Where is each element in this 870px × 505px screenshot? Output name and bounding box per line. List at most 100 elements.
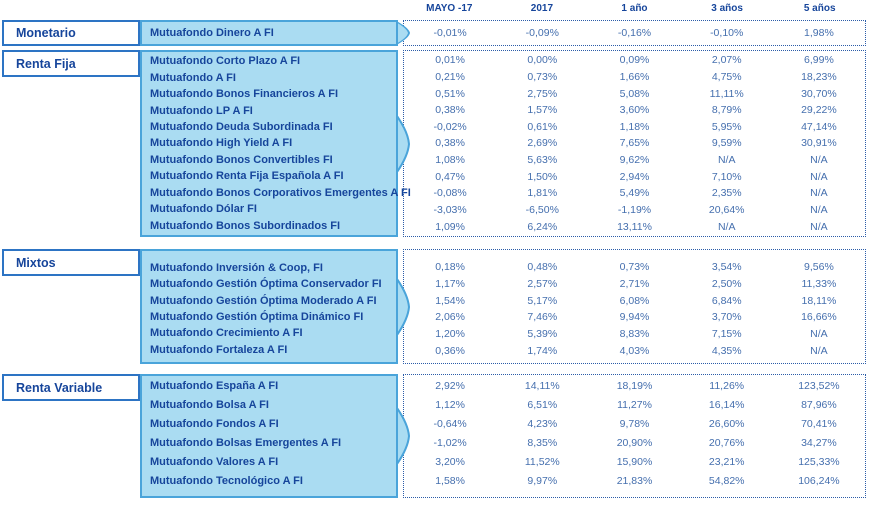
- fund-row: Mutuafondo LP A FI: [142, 105, 396, 117]
- fund-row: Mutuafondo Deuda Subordinada FI: [142, 121, 396, 133]
- value-cell: -3,03%: [433, 203, 467, 216]
- value-row: -0,64% 4,23% 9,78% 26,60% 70,41%: [404, 418, 865, 430]
- value-cell: 9,97%: [527, 475, 558, 488]
- value-cell: 21,83%: [616, 475, 653, 488]
- fund-row: Mutuafondo Bonos Convertibles FI: [142, 154, 396, 166]
- value-cell: 1,17%: [435, 277, 465, 290]
- value-cell: 0,36%: [435, 344, 465, 357]
- value-cell: 2,71%: [619, 277, 650, 290]
- value-row: 2,06% 7,46% 9,94% 3,70% 16,66%: [404, 311, 865, 323]
- value-row: 0,18% 0,48% 0,73% 3,54% 9,56%: [404, 261, 865, 273]
- value-cell: -0,16%: [617, 27, 652, 39]
- value-cell: 1,74%: [527, 344, 558, 357]
- value-row: 0,51% 2,75% 5,08% 11,11% 30,70%: [404, 88, 865, 100]
- value-cell: 106,24%: [798, 475, 840, 488]
- fund-list-renta-variable: Mutuafondo España A FI Mutuafondo Bolsa …: [140, 374, 398, 498]
- value-cell: 9,94%: [619, 311, 650, 324]
- value-row: 1,09% 6,24% 13,11% N/A N/A: [404, 221, 865, 233]
- fund-row: Mutuafondo Corto Plazo A FI: [142, 55, 396, 67]
- value-cell: 5,08%: [619, 87, 650, 100]
- fund-name: Mutuafondo Bolsa A FI: [150, 399, 269, 412]
- value-cell: -0,64%: [433, 417, 467, 430]
- category-box-mixtos: Mixtos: [2, 249, 140, 276]
- value-cell: 5,63%: [527, 154, 558, 167]
- value-row: 0,38% 1,57% 3,60% 8,79% 29,22%: [404, 104, 865, 116]
- category-label: Renta Variable: [16, 380, 103, 395]
- value-cell: 0,18%: [435, 261, 465, 274]
- value-cell: 7,46%: [527, 311, 558, 324]
- fund-row: Mutuafondo Bonos Corporativos Emergentes…: [142, 187, 411, 199]
- value-cell: 70,41%: [801, 417, 837, 430]
- fund-name: Mutuafondo Crecimiento A FI: [150, 327, 303, 340]
- fund-row: Mutuafondo Fortaleza A FI: [142, 344, 396, 356]
- value-row: -0,02% 0,61% 1,18% 5,95% 47,14%: [404, 121, 865, 133]
- value-cell: -1,19%: [617, 203, 652, 216]
- column-headers: MAYO -17 2017 1 año 3 años 5 años: [403, 3, 866, 14]
- value-cell: N/A: [717, 154, 736, 167]
- fund-row: Mutuafondo Tecnológico A FI: [142, 475, 396, 487]
- value-cell: N/A: [810, 203, 828, 216]
- value-cell: 0,38%: [435, 104, 465, 117]
- value-cell: 6,08%: [619, 294, 650, 307]
- value-row: -3,03% -6,50% -1,19% 20,64% N/A: [404, 204, 865, 216]
- fund-list-renta-fija: Mutuafondo Corto Plazo A FI Mutuafondo A…: [140, 50, 411, 237]
- fund-row: Mutuafondo Bonos Financieros A FI: [142, 88, 396, 100]
- fund-row: Mutuafondo Bonos Subordinados FI: [142, 220, 396, 232]
- category-box-renta-variable: Renta Variable: [2, 374, 140, 401]
- value-cell: 0,61%: [527, 120, 558, 133]
- fund-name: Mutuafondo Gestión Óptima Conservador FI: [150, 278, 382, 291]
- fund-name: Mutuafondo Bonos Corporativos Emergentes…: [150, 186, 411, 199]
- fund-row: Mutuafondo Bolsa A FI: [142, 399, 396, 411]
- value-cell: 8,83%: [619, 327, 650, 340]
- value-cell: 18,11%: [801, 294, 837, 307]
- fund-name: Mutuafondo Bonos Financieros A FI: [150, 88, 339, 101]
- value-cell: 2,75%: [527, 87, 558, 100]
- chevron-right-icon: [396, 278, 411, 335]
- fund-row: Mutuafondo Inversión & Coop, FI: [142, 262, 396, 274]
- value-cell: 9,59%: [711, 137, 742, 150]
- value-cell: 29,22%: [801, 104, 837, 117]
- value-cell: 2,06%: [435, 311, 465, 324]
- value-cell: 18,23%: [801, 70, 837, 83]
- value-row: 1,54% 5,17% 6,08% 6,84% 18,11%: [404, 295, 865, 307]
- value-cell: 5,39%: [527, 327, 558, 340]
- value-cell: 2,69%: [527, 137, 558, 150]
- value-cell: 2,94%: [619, 170, 650, 183]
- value-cell: 7,65%: [619, 137, 650, 150]
- value-cell: 1,50%: [527, 170, 558, 183]
- fund-name: Mutuafondo España A FI: [150, 380, 279, 393]
- value-cell: 0,01%: [435, 54, 465, 67]
- category-label: Mixtos: [16, 255, 56, 270]
- value-cell: 14,11%: [524, 379, 560, 392]
- value-cell: 18,19%: [616, 379, 653, 392]
- fund-row: Mutuafondo Gestión Óptima Moderado A FI: [142, 295, 396, 307]
- value-cell: 1,18%: [619, 120, 650, 133]
- value-cell: -0,09%: [525, 27, 559, 39]
- value-cell: 123,52%: [798, 379, 840, 392]
- value-cell: 11,26%: [709, 379, 745, 392]
- value-row: 1,58% 9,97% 21,83% 54,82% 106,24%: [404, 475, 865, 487]
- value-row: -0,08% 1,81% 5,49% 2,35% N/A: [404, 187, 865, 199]
- value-cell: 125,33%: [798, 456, 840, 469]
- value-cell: 0,21%: [435, 70, 465, 83]
- value-cell: 26,60%: [708, 417, 745, 430]
- chevron-right-icon: [396, 115, 411, 172]
- value-cell: 0,48%: [527, 261, 558, 274]
- value-row: 0,38% 2,69% 7,65% 9,59% 30,91%: [404, 137, 865, 149]
- category-label: Monetario: [16, 26, 76, 40]
- fund-name: Mutuafondo Deuda Subordinada FI: [150, 121, 333, 134]
- section-mixtos: Mixtos Mutuafondo Inversión & Coop, FI M…: [0, 249, 870, 364]
- fund-name: Mutuafondo Valores A FI: [150, 455, 279, 468]
- value-row: 1,17% 2,57% 2,71% 2,50% 11,33%: [404, 278, 865, 290]
- value-cell: N/A: [810, 220, 828, 233]
- values-box-monetario: -0,01% -0,09% -0,16% -0,10% 1,98%: [403, 20, 866, 46]
- value-row: 2,92% 14,11% 18,19% 11,26% 123,52%: [404, 380, 865, 392]
- value-cell: 8,35%: [527, 437, 558, 450]
- column-header-3anos: 3 años: [711, 3, 743, 14]
- value-cell: -0,01%: [433, 27, 467, 39]
- value-cell: 9,78%: [619, 417, 650, 430]
- value-cell: 11,27%: [617, 398, 652, 411]
- fund-row: Mutuafondo España A FI: [142, 380, 396, 392]
- fund-row: Mutuafondo Gestión Óptima Dinámico FI: [142, 311, 396, 323]
